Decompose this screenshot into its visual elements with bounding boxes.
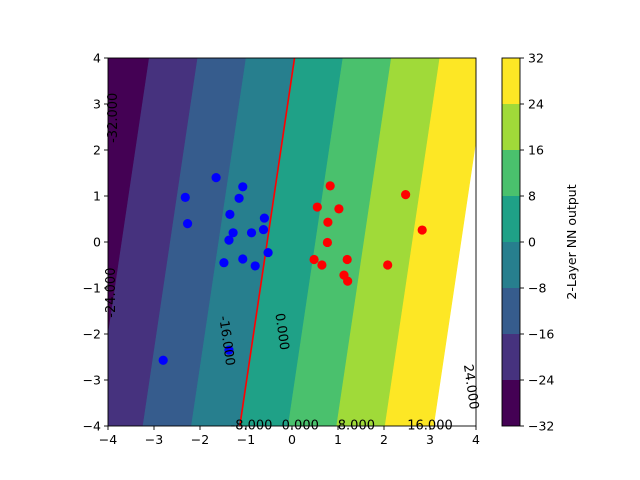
colorbar-tick-label: 8: [528, 189, 536, 204]
colorbar-segment: [502, 104, 520, 150]
x-tick-label: 0: [288, 432, 296, 447]
x-tick-label: −4: [99, 432, 117, 447]
scatter-point: [238, 254, 248, 264]
colorbar-segment: [502, 288, 520, 334]
y-tick-label: 3: [93, 97, 101, 112]
scatter-point: [323, 217, 333, 227]
scatter-point: [343, 276, 353, 286]
colorbar-tick-label: −32: [528, 419, 554, 434]
y-tick-label: 2: [93, 143, 101, 158]
colorbar-segment: [502, 334, 520, 380]
scatter-point: [250, 261, 260, 271]
scatter-point: [263, 247, 273, 258]
contour-band: [336, 58, 441, 426]
scatter-point: [383, 260, 393, 270]
scatter-point: [234, 193, 244, 203]
colorbar-tick-label: 16: [528, 143, 544, 158]
colorbar: −32 −24 −16 −8 0 8 16 24 32 2-Layer NN output: [501, 51, 579, 434]
contour-label: -16.000: [215, 315, 237, 367]
scatter-point: [238, 182, 248, 192]
scatter-point: [224, 235, 234, 245]
scatter-point: [317, 260, 327, 270]
colorbar-tick-label: 24: [528, 97, 544, 112]
scatter-point: [158, 355, 168, 365]
colorbar-tick-label: −16: [528, 327, 554, 342]
scatter-point: [325, 181, 335, 191]
y-tick-label: 0: [93, 235, 101, 250]
y-tick-label: −2: [83, 327, 101, 342]
x-tick-label: −1: [237, 432, 255, 447]
scatter-point: [246, 228, 257, 238]
scatter-point: [259, 213, 269, 223]
scatter-point: [180, 192, 190, 202]
decision-boundary: [239, 58, 296, 426]
scatter-point: [401, 190, 411, 200]
colorbar-bands: [502, 58, 520, 426]
contour-band: [142, 58, 247, 426]
colorbar-tick-label: 32: [528, 51, 544, 66]
scatter-point: [312, 202, 322, 212]
contour-band: [287, 58, 392, 426]
colorbar-tick-label: −24: [528, 373, 554, 388]
colorbar-segment: [502, 58, 520, 104]
x-tick-label: 1: [334, 432, 342, 447]
scatter-point: [258, 224, 269, 235]
decision-boundary-line: [239, 58, 296, 426]
x-tick-label: 4: [472, 432, 480, 447]
contour-band: [191, 58, 295, 426]
colorbar-segment: [502, 242, 520, 288]
contour-band: [384, 58, 476, 426]
scatter-point: [224, 345, 234, 355]
scatter-point: [211, 173, 221, 183]
scatter-point: [225, 209, 235, 219]
scatter-point: [342, 254, 352, 265]
colorbar-segment: [502, 380, 520, 426]
contour-label: -24.000: [104, 268, 119, 318]
y-tick-label: −3: [83, 373, 101, 388]
y-tick-label: −1: [83, 281, 101, 296]
y-tick-label: −4: [83, 419, 101, 434]
colorbar-ticks: −32 −24 −16 −8 0 8 16 24 32: [520, 51, 554, 434]
x-axis: −4 −3 −2 −1 0 1 2 3 4: [99, 426, 480, 447]
scatter-point: [334, 204, 344, 214]
colorbar-segment: [502, 150, 520, 196]
scatter-point: [228, 228, 238, 238]
x-tick-label: −2: [191, 432, 209, 447]
scatter-point: [417, 225, 427, 235]
contour-label: 0.000: [271, 312, 291, 351]
contour-band: [108, 58, 199, 426]
contour-label: 24.000: [460, 363, 481, 410]
x-tick-label: 2: [380, 432, 388, 447]
scatter-point: [219, 258, 229, 268]
contour-bands: [108, 58, 476, 426]
y-tick-label: 4: [93, 51, 101, 66]
y-tick-label: 1: [93, 189, 101, 204]
colorbar-label: 2-Layer NN output: [564, 184, 579, 299]
y-axis: −4 −3 −2 −1 0 1 2 3 4: [83, 51, 108, 434]
x-tick-label: 3: [426, 432, 434, 447]
scatter-point: [182, 219, 193, 229]
x-tick-label: −3: [145, 432, 163, 447]
colorbar-tick-label: 0: [528, 235, 536, 250]
scatter-point: [322, 237, 333, 248]
data-points: [158, 173, 427, 365]
colorbar-segment: [502, 196, 520, 242]
scatter-point: [309, 254, 319, 265]
contour-label: -32.000: [106, 93, 121, 143]
colorbar-tick-label: −8: [528, 281, 546, 296]
